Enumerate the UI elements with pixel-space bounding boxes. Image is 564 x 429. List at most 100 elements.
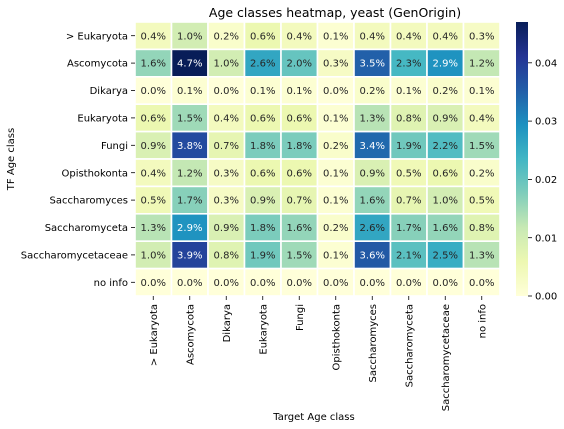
heatmap-cell [316,267,355,297]
cell-value-label: 0.0% [214,86,239,97]
cell-value-label: 0.5% [396,168,421,179]
heatmap-cell [462,130,501,160]
heatmap-cell [280,158,319,188]
heatmap-cell [316,103,355,133]
cell-value-label: 2.1% [396,251,421,262]
colorbar-ticks: 0.00 0.01 0.02 0.03 0.04 [528,58,557,303]
heatmap-cell [243,185,282,215]
cell-value-label: 0.8% [469,223,494,234]
cell-value-label: 0.4% [360,31,385,42]
cell-value-label: 0.0% [323,86,348,97]
cell-value-label: 2.0% [287,59,312,70]
row-tick-label: Eukaryota [77,114,128,125]
cell-value-label: 0.7% [287,196,312,207]
cell-value-label: 2.9% [433,59,458,70]
cell-value-label: 0.6% [250,168,275,179]
heatmap-cell [426,213,465,243]
cell-value-label: 0.1% [323,114,348,125]
row-tick-label: Ascomycota [67,59,128,70]
heatmap-cell [426,158,465,188]
cell-value-label: 0.3% [323,59,348,70]
heatmap-cell [316,48,355,78]
cell-value-label: 2.6% [360,223,385,234]
heatmap-cell [353,267,392,297]
column-tick-labels: > Eukaryota Ascomycota Dikarya Eukaryota Fun… [149,296,488,411]
heatmap-cell [426,240,465,270]
column-tick-label: Ascomycota [185,304,196,365]
cell-value-label: 1.5% [469,141,494,152]
cell-value-label: 1.0% [433,196,458,207]
cell-value-label: 0.6% [141,114,166,125]
cell-value-label: 0.4% [141,31,166,42]
cell-value-label: 1.6% [360,196,385,207]
cell-value-label: 0.6% [433,168,458,179]
cell-value-label: 0.3% [214,168,239,179]
cell-value-label: 1.8% [287,141,312,152]
column-tick-label: Eukaryota [258,304,269,355]
cell-value-label: 2.5% [433,251,458,262]
heatmap-cell [353,213,392,243]
cell-value-label: 3.9% [177,251,202,262]
colorbar [516,22,528,296]
heatmap-cell [353,185,392,215]
heatmap-cell [243,213,282,243]
cell-value-label: 0.1% [177,86,202,97]
cell-value-label: 0.9% [360,168,385,179]
cell-value-label: 0.0% [396,278,421,289]
cell-value-label: 2.3% [396,59,421,70]
cell-value-label: 0.3% [469,31,494,42]
row-tick-label: Saccharomycetaceae [21,251,128,262]
heatmap-cell [134,158,173,188]
cell-value-label: 1.3% [141,223,166,234]
cell-value-label: 0.0% [287,278,312,289]
cell-value-label: 2.2% [433,141,458,152]
row-tick-label: no info [94,278,128,289]
cell-value-label: 0.0% [141,86,166,97]
heatmap-cell [389,185,428,215]
heatmap-cell [462,267,501,297]
cell-value-label: 0.7% [396,196,421,207]
column-tick-label: Opisthokonta [331,304,342,371]
column-tick-label: Fungi [295,304,306,331]
cell-value-label: 0.0% [141,278,166,289]
cell-value-label: 1.0% [214,59,239,70]
heatmap-cell [316,130,355,160]
cell-value-label: 0.4% [287,31,312,42]
cell-value-label: 0.4% [433,31,458,42]
cell-value-label: 0.1% [396,86,421,97]
cell-value-label: 0.2% [469,168,494,179]
heatmap-cell [170,213,209,243]
cell-value-label: 4.7% [177,59,202,70]
heatmap-cell [353,76,392,106]
heatmap-cell [170,240,209,270]
heatmap-cell [353,48,392,78]
heatmap-cell [389,213,428,243]
colorbar-tick-label: 0.00 [535,292,557,303]
cell-value-label: 0.1% [287,86,312,97]
heatmap-cell [134,185,173,215]
heatmap-cell [426,185,465,215]
cell-value-label: 1.5% [287,251,312,262]
heatmap-cell [426,76,465,106]
cell-value-label: 0.6% [250,31,275,42]
cell-value-label: 1.9% [250,251,275,262]
cell-value-label: 0.5% [141,196,166,207]
colorbar-tick-label: 0.02 [535,175,557,186]
heatmap-cell [462,21,501,51]
cell-value-label: 0.2% [323,223,348,234]
cell-value-label: 0.9% [214,223,239,234]
cell-value-label: 0.1% [323,251,348,262]
cell-value-label: 0.0% [360,278,385,289]
cell-value-label: 1.8% [250,223,275,234]
column-tick-label: Saccharomyces [368,304,379,382]
cell-value-label: 0.9% [250,196,275,207]
column-tick-label: no info [477,304,488,338]
cell-value-label: 0.0% [433,278,458,289]
column-tick-label: Saccharomyceta [404,304,415,387]
row-tick-label: Saccharomyces [50,196,128,207]
cell-value-label: 0.8% [214,251,239,262]
heatmap-cell [316,185,355,215]
cell-value-label: 0.4% [396,31,421,42]
column-tick-label: Dikarya [222,304,233,342]
